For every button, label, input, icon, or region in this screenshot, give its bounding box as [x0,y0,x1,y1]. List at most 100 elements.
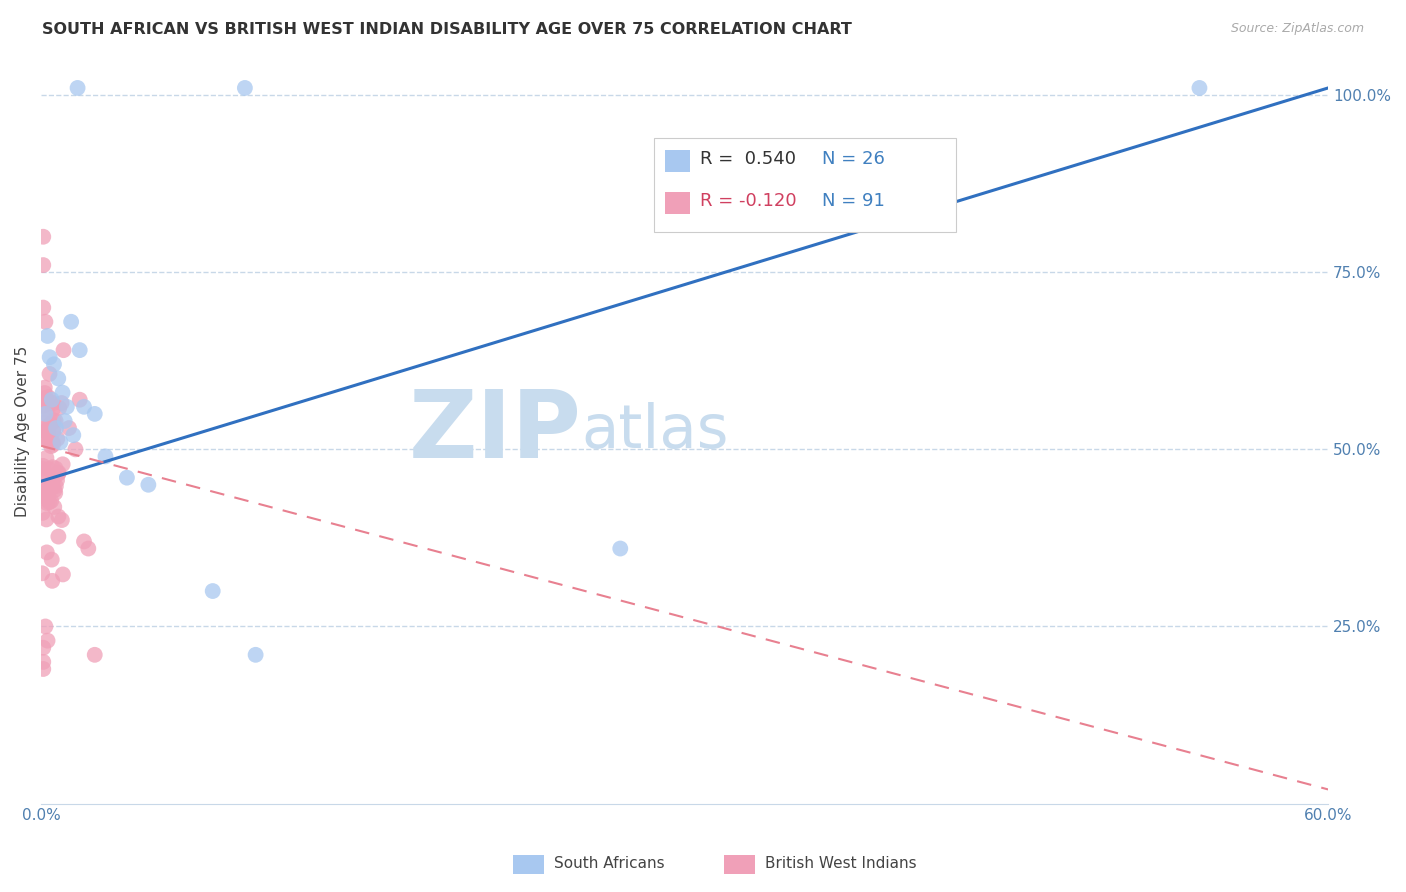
Point [42,357,65,371]
Point [69,392,91,407]
Point [32,399,55,413]
Point [37,390,59,404]
Point [37,486,59,500]
Point [42,472,65,486]
Text: N = 91: N = 91 [823,193,886,211]
Point [44,486,66,500]
Point [42,422,65,436]
Point [45,479,67,493]
Point [233,81,256,95]
Point [35,512,58,526]
Point [34,386,56,401]
Point [52,567,75,582]
Point [34,315,56,329]
Point [609,541,631,556]
Text: ZIP: ZIP [409,385,582,477]
Point [42,414,65,428]
Point [52,458,75,472]
Point [58,421,80,435]
Point [32,465,55,479]
Point [37,329,59,343]
Point [44,500,66,514]
Point [44,483,66,498]
Point [31,566,53,581]
Point [31,461,53,475]
Point [42,425,65,439]
Point [37,423,59,437]
Point [34,380,56,394]
Point [48,509,70,524]
Point [42,401,65,416]
Point [35,545,58,559]
Point [38,462,60,476]
Point [45,421,67,435]
Point [52,343,75,358]
Point [34,401,56,416]
Text: R = -0.120: R = -0.120 [700,193,797,211]
Point [32,480,55,494]
Point [201,584,224,599]
Point [32,662,55,676]
Point [56,400,79,414]
Point [51,513,73,527]
Point [32,301,55,315]
Point [37,485,59,500]
Point [39,417,62,431]
Point [48,401,70,415]
Point [31,506,53,520]
Point [32,655,55,669]
Point [39,439,62,453]
Point [32,391,55,405]
Point [46,371,69,385]
Point [35,492,58,507]
Point [34,416,56,430]
Point [41,552,63,566]
Text: British West Indians: British West Indians [765,856,917,871]
Point [41,460,63,475]
Point [138,477,160,491]
Point [83,407,105,421]
Point [53,414,76,428]
Point [45,461,67,475]
Point [51,396,73,410]
Y-axis label: Disability Age Over 75: Disability Age Over 75 [15,346,30,517]
Point [32,398,55,412]
Text: R =  0.540: R = 0.540 [700,151,796,169]
Text: South Africans: South Africans [554,856,665,871]
Point [77,541,100,556]
Point [37,434,59,448]
Point [94,450,117,464]
Point [69,343,91,358]
Point [73,400,96,414]
Point [37,470,59,484]
Point [42,438,65,452]
Point [34,619,56,633]
Point [32,258,55,272]
Point [37,490,59,504]
Point [46,473,69,487]
Point [37,419,59,434]
Text: Source: ZipAtlas.com: Source: ZipAtlas.com [1230,22,1364,36]
Point [34,480,56,494]
Point [34,431,56,445]
Point [46,467,69,481]
Text: atlas: atlas [582,402,730,461]
Text: N = 26: N = 26 [823,151,886,169]
Point [42,396,65,410]
Point [66,81,89,95]
Point [38,367,60,381]
Point [60,315,83,329]
Point [39,395,62,409]
Point [73,534,96,549]
Text: SOUTH AFRICAN VS BRITISH WEST INDIAN DISABILITY AGE OVER 75 CORRELATION CHART: SOUTH AFRICAN VS BRITISH WEST INDIAN DIS… [42,22,852,37]
Point [32,484,55,499]
Point [37,425,59,440]
Point [245,648,267,662]
Point [48,530,70,544]
Point [51,385,73,400]
Point [45,414,67,428]
Point [32,229,55,244]
Point [41,472,63,486]
Point [32,640,55,655]
Point [49,435,72,450]
